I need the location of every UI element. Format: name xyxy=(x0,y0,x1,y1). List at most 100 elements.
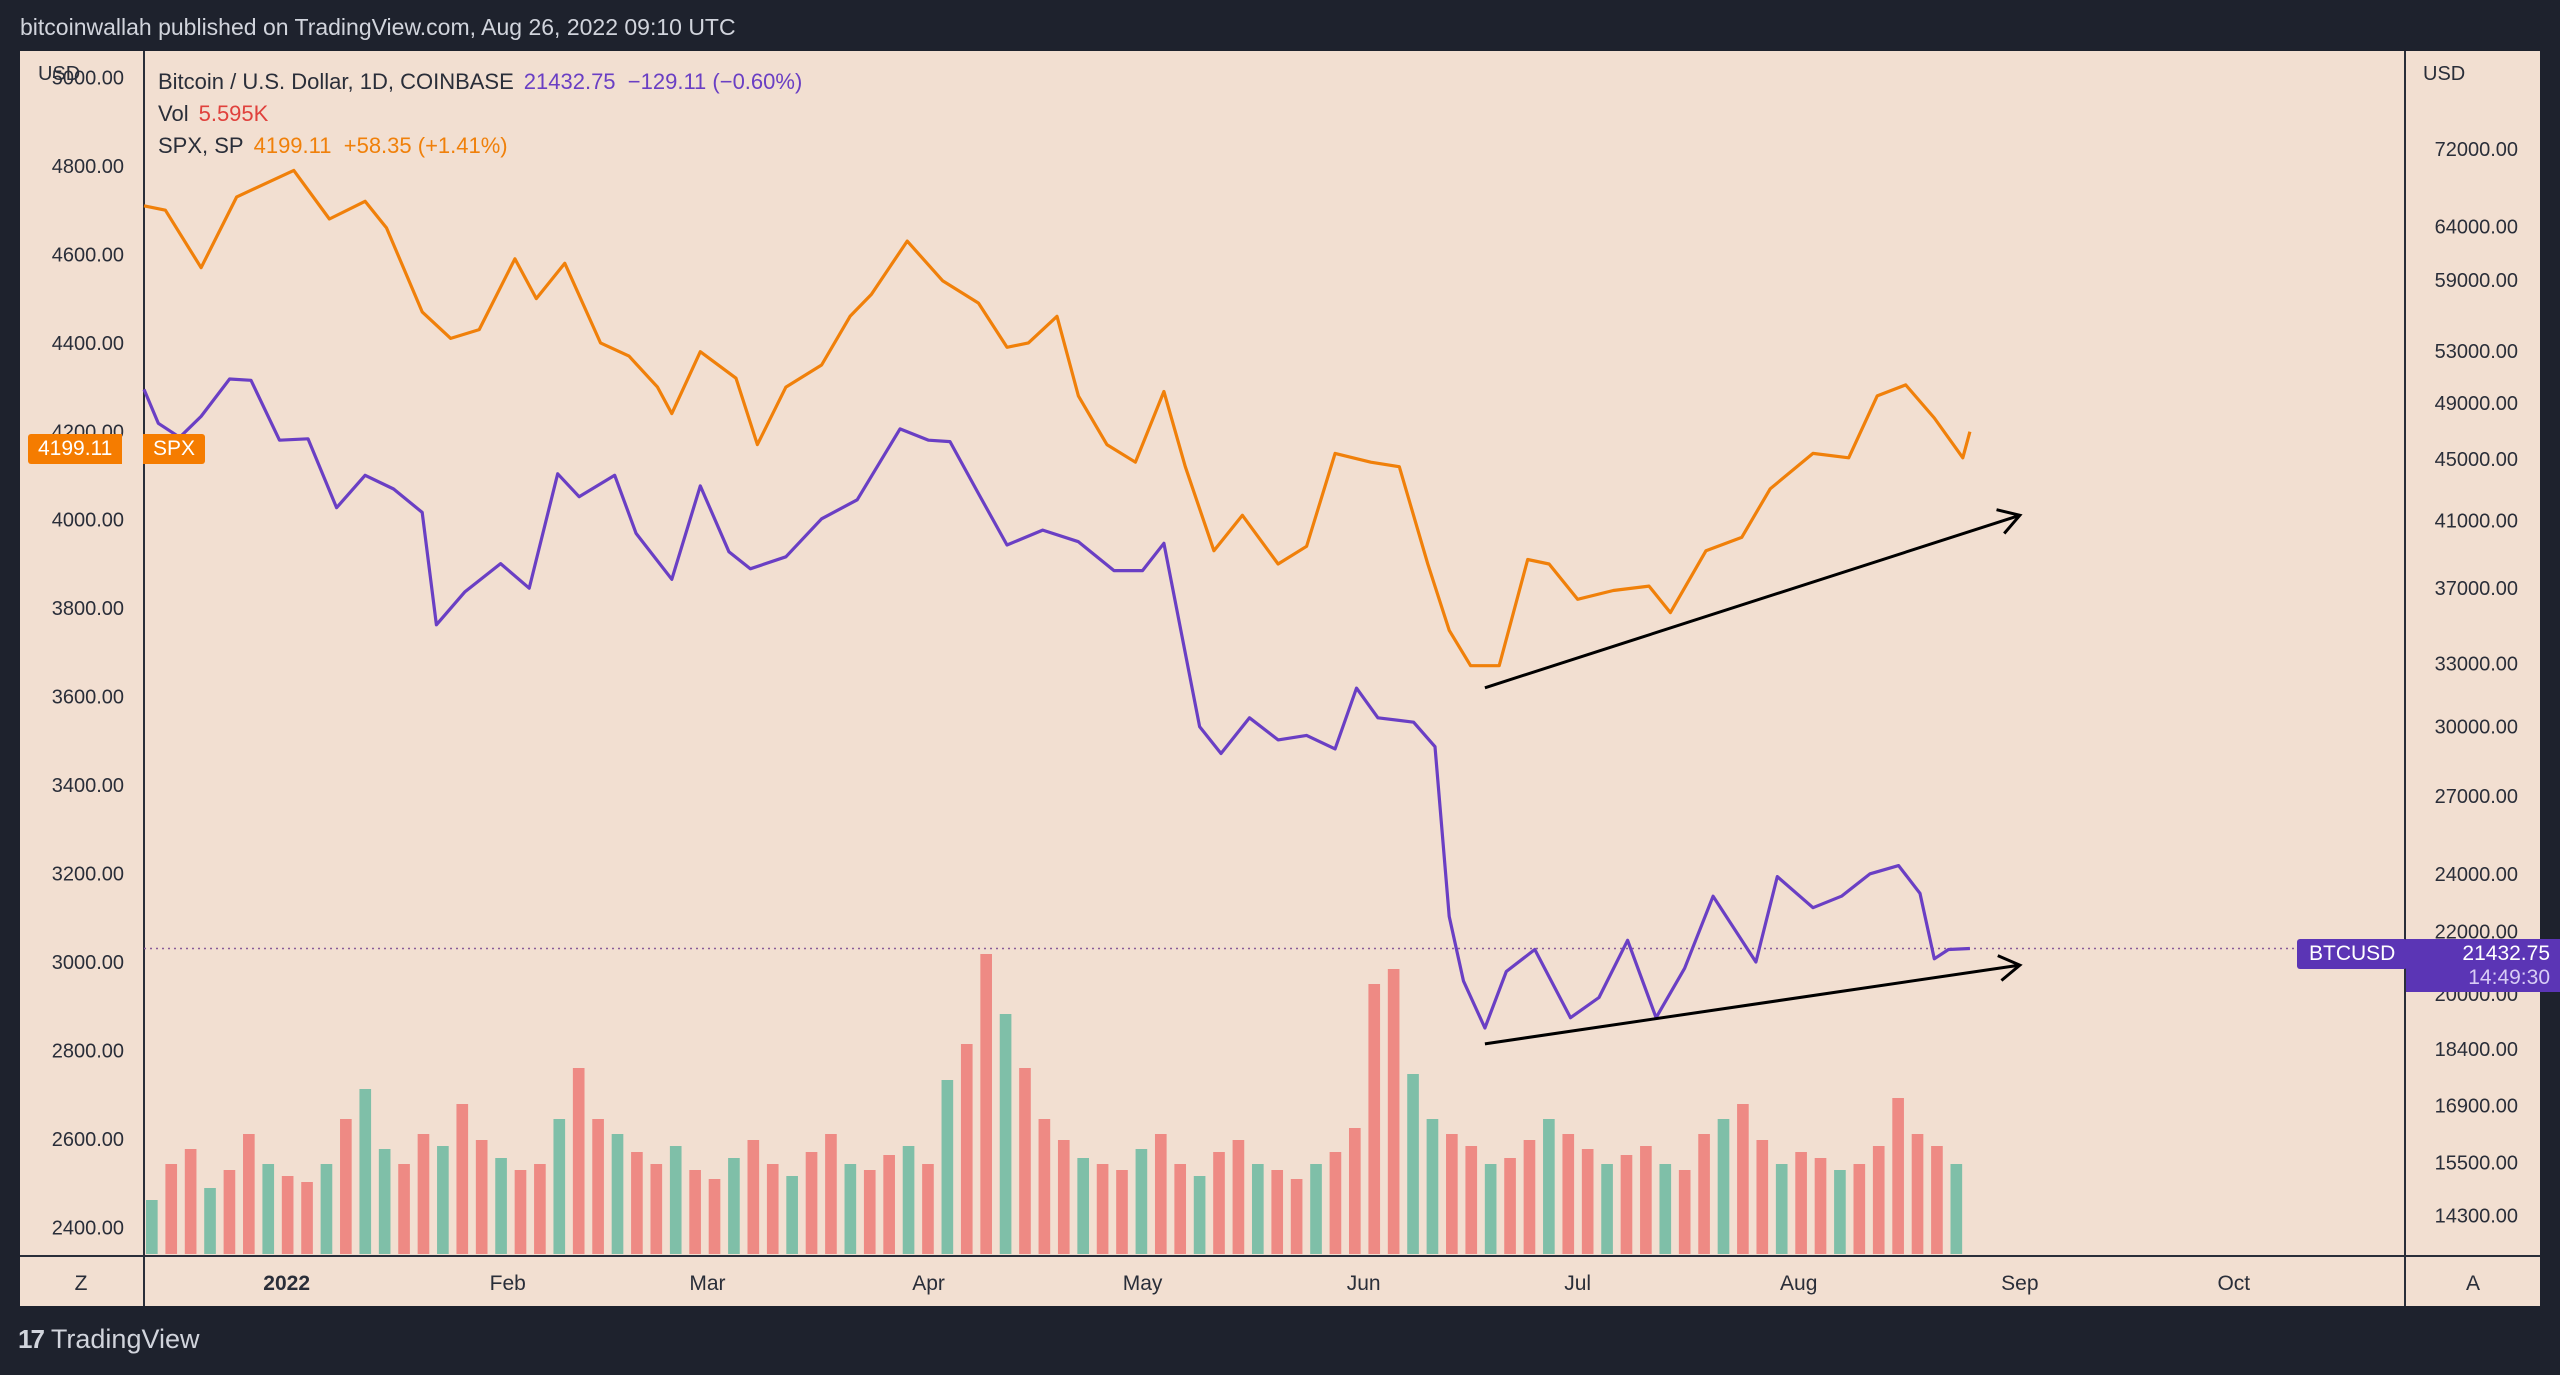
left-tick-label: 4000.00 xyxy=(52,510,124,532)
right-tick-label: 72000.00 xyxy=(2435,139,2518,161)
legend-vol[interactable]: Vol 5.595K xyxy=(158,98,802,130)
volume-bar xyxy=(766,1164,779,1254)
volume-bar xyxy=(1465,1146,1478,1254)
volume-bar xyxy=(417,1134,430,1254)
volume-bar xyxy=(1834,1170,1846,1254)
volume-bar xyxy=(340,1119,352,1254)
right-tick-label: 45000.00 xyxy=(2435,449,2518,471)
volume-bar xyxy=(1931,1146,1943,1254)
volume-bar xyxy=(1135,1149,1148,1254)
right-tick-label: 16900.00 xyxy=(2435,1095,2518,1117)
volume-bar xyxy=(941,1080,954,1254)
volume-bar xyxy=(805,1152,818,1254)
spx-line xyxy=(143,168,1972,668)
publish-info: bitcoinwallah published on TradingView.c… xyxy=(20,14,736,40)
volume-bar xyxy=(1950,1164,1963,1254)
btc-price-tag: 21432.75 14:49:30 xyxy=(2406,939,2560,992)
volume-bar xyxy=(1814,1158,1827,1254)
volume-bar xyxy=(669,1146,682,1254)
volume-bar xyxy=(902,1146,915,1254)
volume-bar xyxy=(650,1164,663,1254)
left-tick-label: 3200.00 xyxy=(52,863,124,885)
volume-bar xyxy=(883,1155,895,1254)
volume-bar xyxy=(1640,1146,1652,1254)
volume-bar xyxy=(437,1146,449,1254)
volume-bar xyxy=(456,1104,469,1254)
volume-bar xyxy=(475,1140,488,1254)
right-tick-label: 30000.00 xyxy=(2435,717,2518,739)
volume-bar xyxy=(262,1164,275,1254)
volume-bar xyxy=(1213,1152,1225,1254)
volume-bar xyxy=(1116,1170,1128,1254)
volume-bar xyxy=(1193,1176,1206,1254)
time-tick-label: Oct xyxy=(2217,1272,2250,1295)
volume-bar xyxy=(1251,1164,1264,1254)
volume-bar xyxy=(1504,1158,1516,1254)
legend-spx-label: SPX, SP xyxy=(158,133,244,158)
volume-bar xyxy=(1057,1140,1070,1254)
volume-bar xyxy=(281,1176,294,1254)
volume-bar xyxy=(378,1149,391,1254)
volume-bar xyxy=(1387,969,1400,1254)
volume-bar xyxy=(689,1170,701,1254)
chart-legend: Bitcoin / U.S. Dollar, 1D, COINBASE 21432… xyxy=(158,66,802,162)
volume-bar xyxy=(398,1164,410,1254)
volume-bar xyxy=(1911,1134,1924,1254)
right-tick-label: 41000.00 xyxy=(2435,510,2518,532)
volume-bar xyxy=(1290,1179,1303,1254)
volume-bar xyxy=(1698,1134,1710,1254)
legend-spx[interactable]: SPX, SP 4199.11 +58.35 (+1.41%) xyxy=(158,130,802,162)
right-tick-label: 14300.00 xyxy=(2435,1206,2518,1228)
brand-name: TradingView xyxy=(50,1324,200,1354)
right-tick-label: 53000.00 xyxy=(2435,341,2518,363)
volume-bar xyxy=(1271,1170,1284,1254)
volume-bar xyxy=(146,1200,158,1254)
volume-bar xyxy=(243,1134,255,1254)
left-tick-label: 3800.00 xyxy=(52,598,124,620)
volume-bar xyxy=(165,1164,178,1254)
legend-btc-label: Bitcoin / U.S. Dollar, 1D, COINBASE xyxy=(158,69,514,94)
volume-bar xyxy=(922,1164,934,1254)
right-tick-label: 22000.00 xyxy=(2435,921,2518,943)
volume-bar xyxy=(1601,1164,1613,1254)
legend-vol-label: Vol xyxy=(158,101,189,126)
volume-bar xyxy=(1659,1164,1672,1254)
volume-bar xyxy=(223,1170,236,1254)
btc-line xyxy=(142,377,1970,1030)
volume-bar xyxy=(1717,1119,1730,1254)
right-axis-unit: USD xyxy=(2423,63,2465,85)
legend-btc[interactable]: Bitcoin / U.S. Dollar, 1D, COINBASE 21432… xyxy=(158,66,802,98)
tradingview-brand[interactable]: 17 TradingView xyxy=(18,1324,200,1355)
volume-bar xyxy=(825,1134,837,1254)
volume-bar xyxy=(534,1164,546,1254)
legend-spx-value: 4199.11 xyxy=(253,133,332,158)
volume-bar xyxy=(786,1176,798,1254)
volume-bar xyxy=(572,1068,585,1254)
volume-bar xyxy=(1019,1068,1031,1254)
volume-bar xyxy=(301,1182,313,1254)
volume-bar xyxy=(1872,1146,1885,1254)
volume-bar xyxy=(592,1119,604,1254)
volume-bar xyxy=(747,1140,760,1254)
volume-bar xyxy=(204,1188,216,1254)
volume-bar xyxy=(1407,1074,1419,1254)
left-tick-label: 3400.00 xyxy=(52,775,124,797)
time-tick-label: Jun xyxy=(1347,1272,1381,1295)
volume-bar xyxy=(320,1164,333,1254)
legend-btc-change: −129.11 (−0.60%) xyxy=(627,69,803,94)
left-tick-label: 3600.00 xyxy=(52,687,124,709)
time-tick-label: Mar xyxy=(689,1272,725,1295)
left-tick-label: 4800.00 xyxy=(52,156,124,178)
volume-bar xyxy=(1368,984,1381,1254)
right-tick-label: 33000.00 xyxy=(2435,654,2518,676)
a-button: A xyxy=(2466,1272,2480,1295)
left-tick-label: 4400.00 xyxy=(52,333,124,355)
time-tick-label: 2022 xyxy=(263,1272,310,1295)
volume-bar xyxy=(1737,1104,1749,1254)
legend-vol-value: 5.595K xyxy=(198,101,269,126)
right-tick-label: 27000.00 xyxy=(2435,786,2518,808)
volume-bar xyxy=(1775,1164,1788,1254)
right-tick-label: 64000.00 xyxy=(2435,217,2518,239)
